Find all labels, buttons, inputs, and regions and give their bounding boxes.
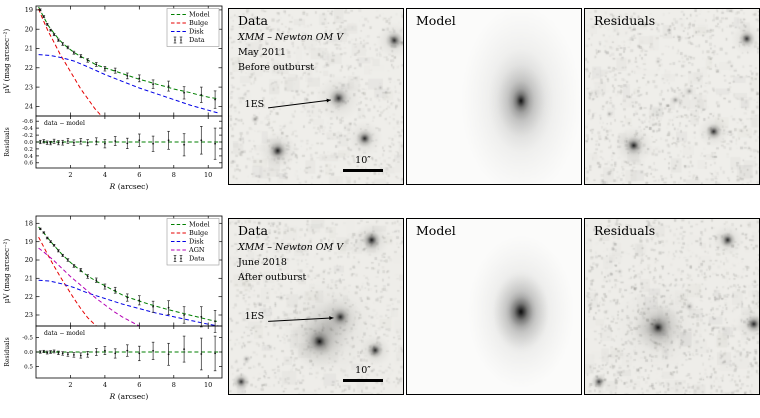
panel-title: Data (238, 13, 268, 28)
series-model (38, 226, 217, 322)
sky-canvas (407, 9, 581, 184)
svg-text:-0.5: -0.5 (22, 336, 33, 342)
svg-text:24: 24 (25, 103, 33, 111)
data-image-panel-after: Data XMM – Newton OM V June 2018 After o… (228, 218, 404, 395)
scale-bar-label: 10″ (355, 155, 371, 167)
residual-errorbars (39, 335, 217, 372)
svg-text:22: 22 (25, 64, 33, 72)
svg-text:Data: Data (189, 255, 205, 263)
svg-text:0.5: 0.5 (24, 364, 33, 370)
svg-text:18: 18 (25, 220, 33, 228)
y-axis-label: μV (mag arcsec⁻²) (3, 29, 11, 94)
residuals-image-panel-before: Residuals (584, 8, 760, 185)
series-bulge (38, 8, 102, 117)
svg-text:AGN: AGN (188, 246, 205, 254)
sky-canvas (407, 219, 581, 394)
scale-bar (342, 169, 383, 172)
annotation-arrow (268, 316, 334, 322)
instrument-label: XMM – Newton OM V (238, 242, 344, 253)
svg-text:0.4: 0.4 (24, 154, 33, 160)
residual-y-axis-label: Residuals (4, 337, 11, 366)
svg-text:8: 8 (172, 171, 176, 179)
sky-canvas (229, 219, 403, 394)
svg-text:Model: Model (189, 221, 210, 229)
svg-text:-0.4: -0.4 (22, 126, 33, 132)
svg-text:0.2: 0.2 (24, 147, 33, 153)
svg-text:6: 6 (137, 381, 141, 389)
series-disk (38, 279, 219, 327)
residuals-image-panel-after: Residuals (584, 218, 760, 395)
svg-text:-0.6: -0.6 (22, 119, 33, 125)
x-axis-label: R (arcsec) (109, 182, 149, 191)
model-image-panel-before: Model (406, 8, 582, 185)
svg-text:0.0: 0.0 (24, 140, 33, 146)
residual-y-axis-label: Residuals (4, 127, 11, 156)
panel-title: Data (238, 223, 268, 238)
svg-text:2: 2 (68, 171, 72, 179)
svg-text:Bulge: Bulge (189, 19, 208, 27)
svg-text:-0.2: -0.2 (22, 133, 33, 139)
residual-inset-label: data − model (44, 120, 85, 127)
svg-text:22: 22 (25, 293, 33, 301)
svg-text:21: 21 (25, 275, 33, 283)
svg-text:6: 6 (137, 171, 141, 179)
state-label: Before outburst (238, 62, 315, 73)
svg-text:21: 21 (25, 45, 33, 53)
y-axis-label: μV (mag arcsec⁻²) (3, 239, 11, 304)
svg-text:4: 4 (103, 171, 107, 179)
svg-text:0.6: 0.6 (24, 161, 33, 167)
data-errorbars (39, 227, 217, 333)
scale-bar (342, 379, 383, 382)
annotation-1es-label: 1ES (244, 99, 265, 111)
svg-text:0.0: 0.0 (24, 350, 33, 356)
svg-text:2: 2 (68, 381, 72, 389)
svg-text:19: 19 (25, 6, 33, 14)
series-disk (38, 54, 219, 114)
sky-canvas (229, 9, 403, 184)
data-errorbars (39, 8, 217, 109)
svg-text:19: 19 (25, 238, 33, 246)
svg-text:23: 23 (25, 83, 33, 91)
date-label: May 2011 (238, 47, 286, 58)
residual-errorbars (39, 126, 217, 160)
state-label: After outburst (238, 272, 307, 283)
scale-bar-label: 10″ (355, 365, 371, 377)
series-bulge (38, 236, 97, 327)
annotation-1es-label: 1ES (244, 311, 265, 322)
annotation-arrow (268, 98, 331, 109)
svg-text:Disk: Disk (189, 238, 204, 246)
date-label: June 2018 (238, 257, 287, 268)
svg-text:20: 20 (25, 256, 33, 264)
svg-text:8: 8 (172, 381, 176, 389)
x-axis-label: R (arcsec) (109, 392, 149, 401)
svg-text:20: 20 (25, 25, 33, 33)
svg-text:Disk: Disk (189, 28, 204, 36)
model-image-panel-after: Model (406, 218, 582, 395)
svg-text:Data: Data (189, 36, 205, 44)
sky-canvas (585, 9, 759, 184)
svg-text:Bulge: Bulge (189, 229, 208, 237)
residual-inset-label: data − model (44, 330, 85, 337)
svg-text:10: 10 (204, 171, 212, 179)
series-agn (38, 247, 140, 327)
svg-text:4: 4 (103, 381, 107, 389)
data-image-panel-before: Data XMM – Newton OM V May 2011 Before o… (228, 8, 404, 185)
panel-title: Residuals (594, 13, 656, 28)
panel-title: Model (416, 13, 456, 28)
svg-text:23: 23 (25, 311, 33, 319)
panel-title: Residuals (594, 223, 656, 238)
svg-text:Model: Model (189, 11, 210, 19)
panel-title: Model (416, 223, 456, 238)
sky-canvas (585, 219, 759, 394)
instrument-label: XMM – Newton OM V (238, 32, 344, 43)
svg-text:10: 10 (204, 381, 212, 389)
